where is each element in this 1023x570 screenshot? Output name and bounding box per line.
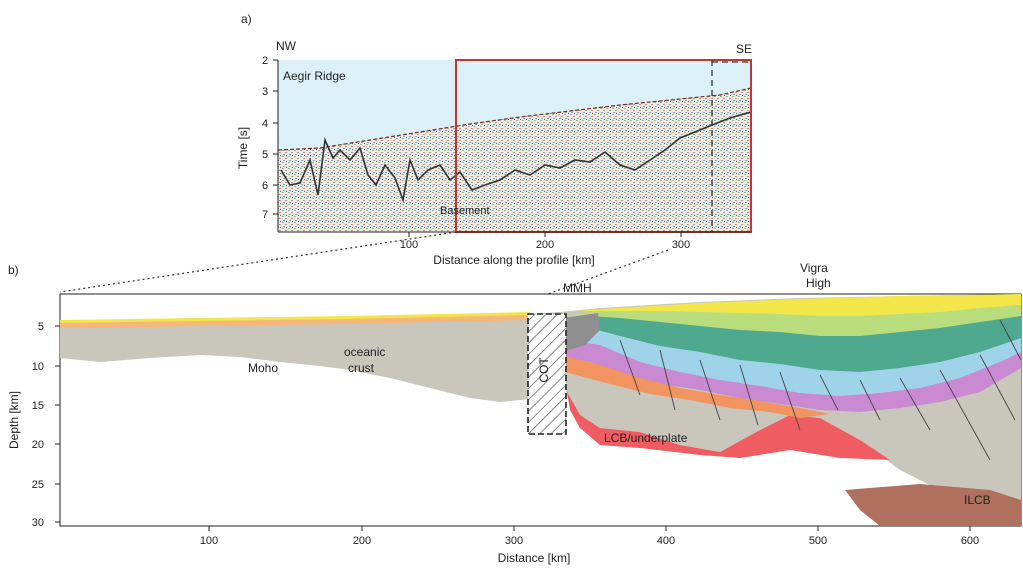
a-ytick-5: 5: [262, 149, 268, 161]
b-xtick-100: 100: [200, 535, 218, 547]
oceanic-label: oceanic: [344, 345, 385, 359]
b-ytick-20: 20: [32, 439, 44, 451]
connector-left: [59, 231, 457, 293]
a-ytick-3: 3: [262, 86, 268, 98]
moho-label: Moho: [248, 361, 278, 375]
se-label: SE: [736, 42, 752, 56]
a-xtick-200: 200: [536, 239, 554, 251]
panel-b-x-ticks: 100 200 300 400 500 600: [200, 526, 979, 547]
panel-b-label: b): [8, 263, 19, 277]
panel-a-label: a): [241, 12, 252, 26]
b-ytick-30: 30: [32, 517, 44, 529]
panel-b-y-ticks: 5 10 15 20 25 30: [32, 321, 60, 529]
panel-b-xlabel: Distance [km]: [498, 551, 571, 565]
oceanic-sediments-yellow: [60, 312, 530, 323]
connector-right: [547, 249, 669, 295]
basement-label: Basement: [440, 205, 490, 217]
fault-lines: [619, 319, 1022, 461]
seismic-sediment-fill: [278, 88, 751, 232]
nw-label: NW: [276, 39, 297, 53]
a-ytick-4: 4: [262, 118, 268, 130]
lcb-underplate: [567, 392, 890, 460]
b-ytick-25: 25: [32, 479, 44, 491]
mmh-block: [563, 313, 600, 352]
margin-sed-yellow: [575, 294, 1021, 316]
b-ytick-5: 5: [38, 321, 44, 333]
b-xtick-300: 300: [505, 535, 523, 547]
a-ytick-2: 2: [262, 55, 268, 67]
seafloor-reflector: [277, 87, 752, 151]
crust-label: crust: [348, 361, 375, 375]
panel-a-x-ticks: 100 200 300: [400, 232, 690, 251]
panel-b: b): [7, 261, 1022, 565]
b-xtick-500: 500: [809, 535, 827, 547]
ilcb-body: [845, 484, 1021, 526]
panel-b-ylabel: Depth [km]: [7, 391, 21, 449]
cot-label: COT: [537, 357, 551, 383]
a-ytick-6: 6: [262, 180, 268, 192]
b-xtick-400: 400: [657, 535, 675, 547]
aegir-ridge-label: Aegir Ridge: [283, 69, 346, 83]
lcb-label: LCB/underplate: [604, 431, 688, 445]
b-ytick-10: 10: [32, 361, 44, 373]
b-ytick-15: 15: [32, 400, 44, 412]
cot-box: [527, 313, 567, 435]
panel-a-ylabel: Time [s]: [236, 127, 250, 169]
margin-sed-salmon: [565, 356, 830, 418]
ilcb-label: ILCB: [964, 493, 991, 507]
b-xtick-600: 600: [961, 535, 979, 547]
a-ytick-7: 7: [262, 209, 268, 221]
b-xtick-200: 200: [353, 535, 371, 547]
panel-a-xlabel: Distance along the profile [km]: [433, 253, 594, 267]
margin-sed-purple: [565, 340, 1021, 412]
a-xtick-100: 100: [400, 239, 418, 251]
mmh-label: MMH: [563, 281, 592, 295]
high-label: High: [806, 276, 831, 290]
a-xtick-300: 300: [672, 239, 690, 251]
vigra-label: Vigra: [800, 261, 828, 275]
panel-a-y-ticks: 2 3 4 5 6 7: [262, 55, 278, 221]
panel-a: a) NW SE: [236, 12, 752, 267]
